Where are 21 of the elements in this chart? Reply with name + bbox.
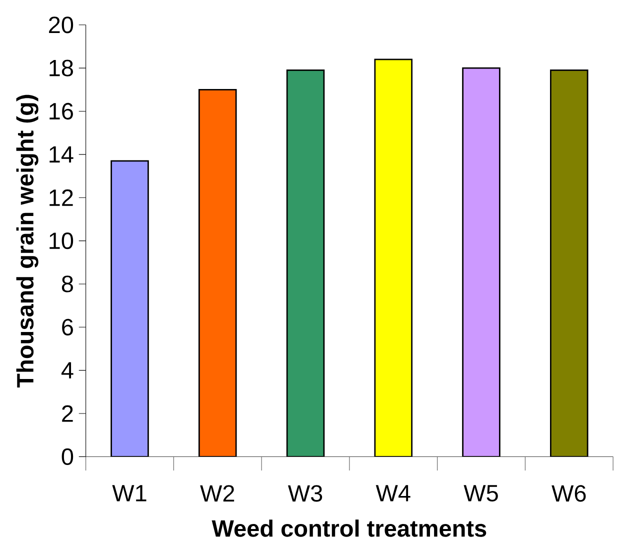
- y-tick-label: 2: [62, 405, 73, 422]
- y-tick-label: 6: [62, 318, 73, 336]
- x-tick-label: W2: [200, 485, 234, 502]
- y-tick-label: 4: [61, 362, 74, 379]
- y-tick-label: 8: [62, 276, 73, 292]
- y-axis-title: Thousand grain weight (g): [16, 95, 38, 388]
- x-tick-label: W5: [464, 485, 498, 502]
- x-tick-label: W6: [552, 485, 586, 502]
- y-tick-label: 16: [50, 103, 73, 120]
- y-tick-label: 14: [50, 146, 74, 163]
- y-tick-label: 10: [50, 232, 74, 250]
- bar: [286, 70, 325, 457]
- x-tick-label: W4: [376, 485, 410, 502]
- x-tick-label: W3: [288, 485, 322, 502]
- bar: [374, 58, 413, 457]
- y-tick-label: 20: [49, 16, 74, 34]
- y-tick-label: 12: [50, 190, 73, 206]
- x-axis-title: Weed control treatments: [212, 520, 486, 537]
- y-tick-label: 0: [62, 448, 74, 466]
- y-tick-label: 18: [50, 60, 73, 77]
- x-tick-label: W1: [112, 485, 146, 502]
